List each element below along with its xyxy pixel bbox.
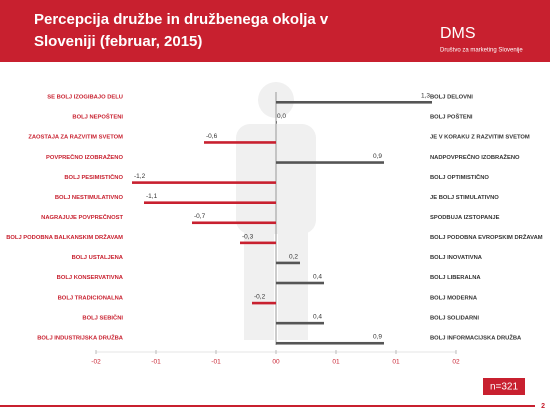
x-tick-label: 01 [332,359,340,366]
left-label: NAGRAJUJE POVPREČNOST [41,214,123,221]
bar [276,261,300,265]
value-label: 0,2 [289,253,298,260]
left-label: BOLJ PODOBNA BALKANSKIM DRŽAVAM [6,233,123,241]
left-label: POVPREČNO IZOBRAŽENO [46,153,123,161]
right-label: BOLJ PODOBNA EVROPSKIM DRŽAVAM [430,233,543,241]
left-label: BOLJ NEPOŠTENI [72,113,123,121]
left-label: BOLJ NESTIMULATIVNO [55,195,124,201]
bar [240,241,276,245]
value-label: 0,4 [313,273,322,280]
page-number: 2 [541,403,545,410]
right-label: JE V KORAKU Z RAZVITIM SVETOM [430,135,530,141]
right-label: BOLJ MODERNA [430,295,478,301]
left-label: ZAOSTAJA ZA RAZVITIM SVETOM [28,135,123,141]
left-label: BOLJ PESIMISTIČNO [64,174,123,181]
x-tick-label: 01 [392,359,400,366]
value-label: -1,2 [134,173,146,180]
value-label: -0,3 [242,233,254,240]
value-label: 0,9 [373,334,382,341]
value-label: 0,4 [313,314,322,321]
right-label: NADPOVPREČNO IZOBRAŽENO [430,153,520,161]
right-label: BOLJ OPTIMISTIČNO [430,174,489,181]
right-label: SPODBUJA IZSTOPANJE [430,215,500,221]
bar [276,101,432,104]
right-label: BOLJ SOLIDARNI [430,315,479,321]
x-tick-label: -01 [151,359,161,366]
title: Percepcija družbe in družbenega okolja v [34,11,329,28]
footer-line [0,405,535,407]
x-tick-label: 02 [452,359,460,366]
header-band [0,0,550,62]
right-label: BOLJ INFORMACIJSKA DRUŽBA [430,333,522,341]
value-label: 0,0 [277,113,286,120]
bar [276,321,324,325]
left-label: BOLJ KONSERVATIVNA [57,275,124,281]
right-label: BOLJ DELOVNI [430,95,473,101]
sample-note: n=321 [490,382,519,393]
title: Sloveniji (februar, 2015) [34,33,202,50]
bar [192,221,276,225]
bar [276,121,277,124]
right-label: BOLJ POŠTENI [430,113,473,121]
value-label: 1,3 [421,93,430,100]
left-label: BOLJ TRADICIONALNA [58,295,124,301]
x-tick-label: -02 [91,359,101,366]
logo-subtitle: Društvo za marketing Slovenije [440,48,523,54]
left-label: BOLJ SEBIČNI [82,314,123,321]
value-label: 0,9 [373,153,382,160]
bar [276,281,324,285]
bar [276,161,384,164]
bar [204,141,276,144]
right-label: BOLJ INOVATIVNA [430,255,483,261]
x-tick-label: 00 [272,359,280,366]
bar [276,341,384,345]
logo: DMS [440,25,476,42]
value-label: -0,7 [194,213,206,220]
right-label: BOLJ LIBERALNA [430,275,481,281]
bar [132,181,276,184]
value-label: -0,6 [206,133,218,140]
value-label: -1,1 [146,193,158,200]
left-label: BOLJ INDUSTRIJSKA DRUŽBA [37,333,124,341]
left-label: BOLJ USTALJENA [72,255,124,261]
bar [144,201,276,204]
left-label: SE BOLJ IZOGIBAJO DELU [47,95,123,101]
right-label: JE BOLJ STIMULATIVNO [430,195,499,201]
sample-box [483,378,525,395]
bar [252,301,276,305]
value-label: -0,2 [254,294,266,301]
x-tick-label: -01 [211,359,221,366]
